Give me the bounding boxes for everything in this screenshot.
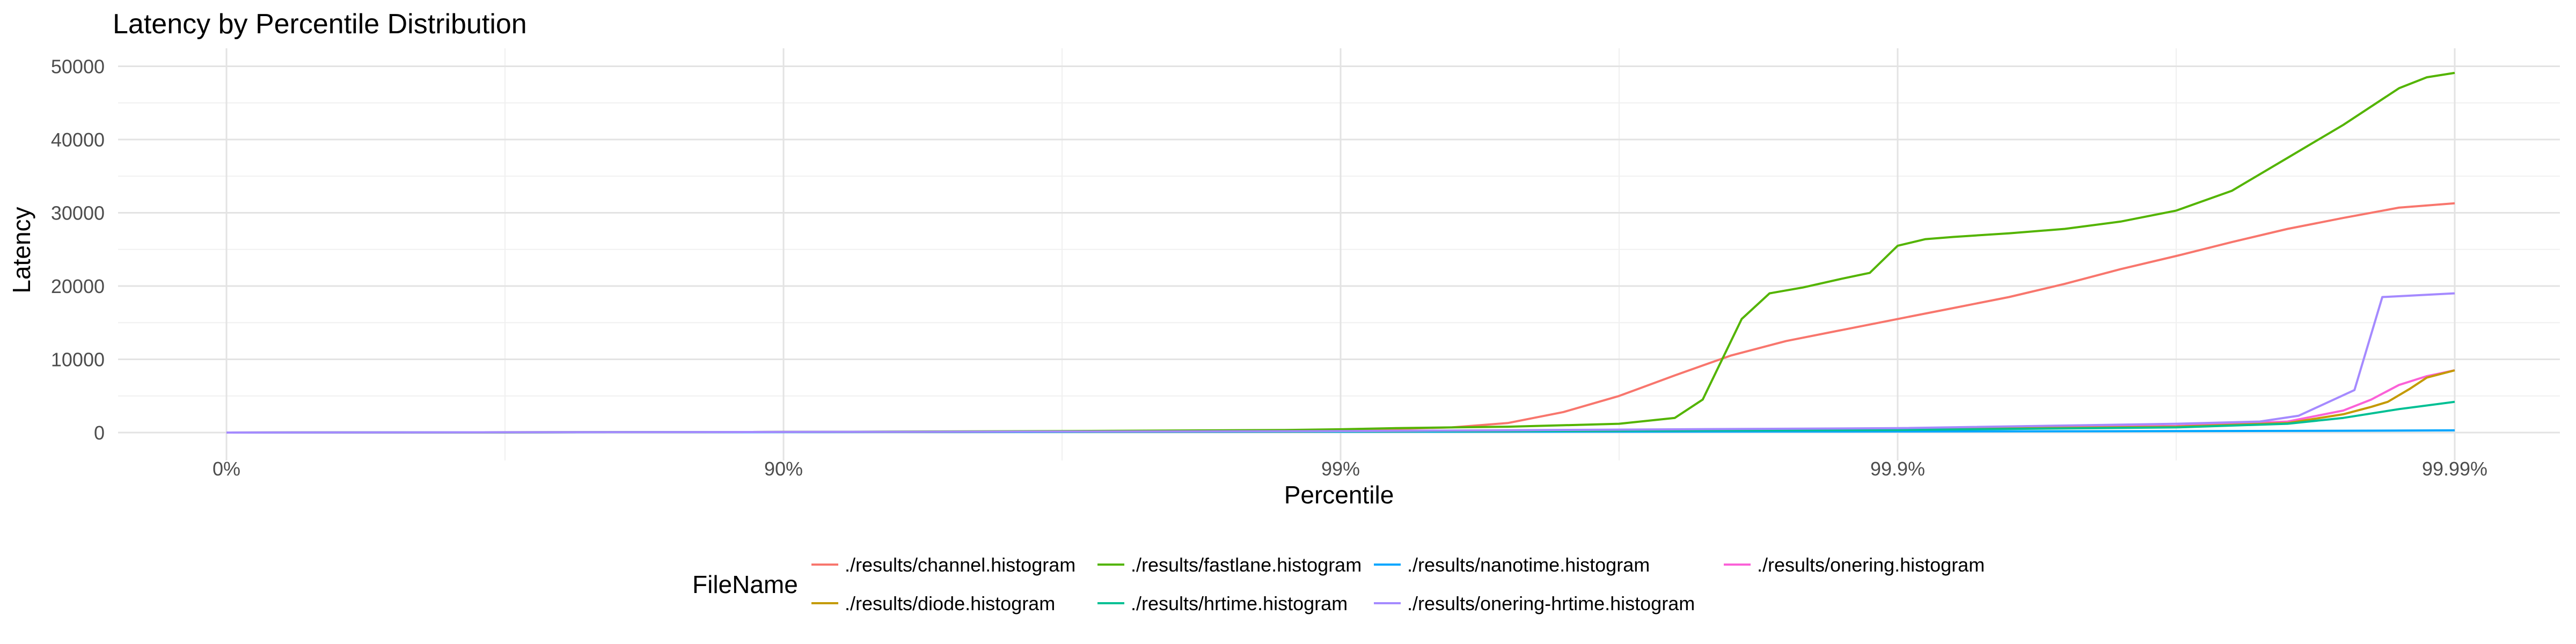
- x-axis-title: Percentile: [1284, 481, 1394, 509]
- legend-label: ./results/onering-hrtime.histogram: [1407, 592, 1695, 614]
- x-axis-ticks: 0% 90% 99% 99.9% 99.99%: [213, 458, 2487, 480]
- y-axis-title: Latency: [8, 207, 35, 293]
- chart-title: Latency by Percentile Distribution: [113, 9, 527, 40]
- legend-label: ./results/diode.histogram: [845, 592, 1055, 614]
- y-tick-label: 40000: [51, 129, 105, 151]
- legend-items: ./results/channel.histogram ./results/fas…: [811, 554, 1985, 614]
- y-tick-label: 50000: [51, 56, 105, 78]
- series-lines: [226, 71, 2455, 434]
- legend-label: ./results/fastlane.histogram: [1131, 554, 1362, 576]
- y-axis-ticks: 0 10000 20000 30000 40000 50000: [51, 56, 105, 444]
- y-tick-label: 30000: [51, 202, 105, 224]
- y-tick-label: 0: [94, 422, 105, 444]
- series-line: [226, 292, 2455, 434]
- y-tick-label: 20000: [51, 275, 105, 297]
- y-tick-label: 10000: [51, 349, 105, 371]
- x-tick-label: 90%: [764, 458, 803, 480]
- legend: FileName ./results/channel.histogram ./re…: [692, 554, 1985, 614]
- x-tick-label: 0%: [213, 458, 240, 480]
- legend-label: ./results/onering.histogram: [1757, 554, 1985, 576]
- x-tick-label: 99.9%: [1870, 458, 1925, 480]
- x-tick-label: 99%: [1321, 458, 1360, 480]
- legend-label: ./results/hrtime.histogram: [1131, 592, 1348, 614]
- legend-title: FileName: [692, 570, 798, 598]
- x-tick-label: 99.99%: [2422, 458, 2487, 480]
- grid: [118, 48, 2560, 460]
- legend-label: ./results/channel.histogram: [845, 554, 1075, 576]
- series-line: [226, 71, 2455, 434]
- legend-label: ./results/nanotime.histogram: [1407, 554, 1650, 576]
